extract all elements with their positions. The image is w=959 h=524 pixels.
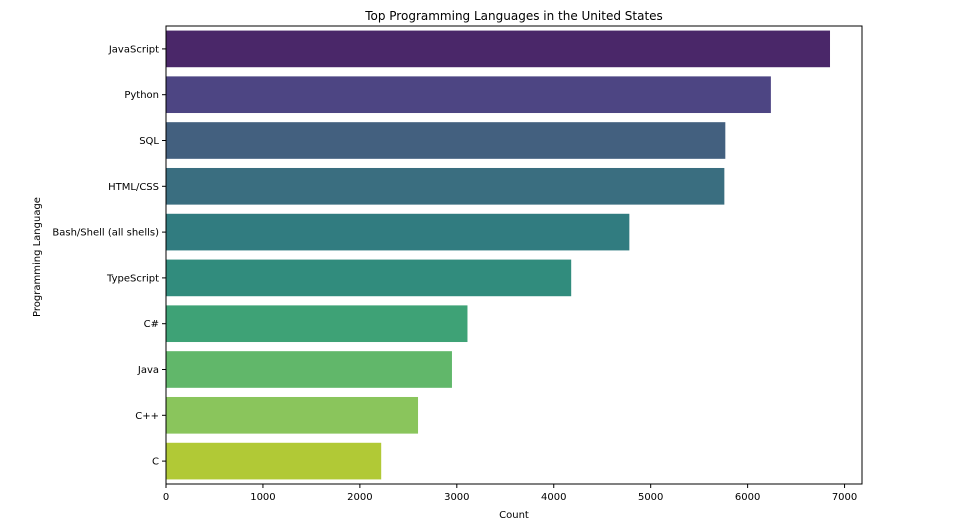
x-tick-label: 4000	[541, 492, 566, 503]
x-tick-label: 0	[163, 492, 169, 503]
plot-area: JavaScript Python SQL HTML/CSS Bash/Shell (a…	[52, 25, 863, 503]
y-tick-label: Python	[124, 90, 159, 101]
y-tick-label: Java	[137, 365, 159, 376]
y-tick-label: C#	[144, 319, 159, 330]
y-tick-label: HTML/CSS	[108, 182, 159, 193]
bar-java	[166, 351, 452, 388]
bar-c	[166, 396, 419, 434]
y-tick-label: SQL	[139, 136, 159, 147]
y-tick-label: Bash/Shell (all shells)	[52, 228, 159, 239]
y-tick-label: C++	[135, 411, 159, 422]
bar-python	[166, 76, 771, 114]
bar-javascript	[166, 30, 831, 68]
x-tick-label: 1000	[250, 492, 275, 503]
bar-sql	[166, 122, 726, 159]
y-tick-label: TypeScript	[106, 273, 159, 284]
x-tick-label: 7000	[832, 492, 857, 503]
chart-title: Top Programming Languages in the United …	[364, 9, 663, 23]
y-tick-label: JavaScript	[108, 44, 159, 55]
plot-frame	[165, 25, 863, 485]
x-tick-label: 2000	[347, 492, 372, 503]
x-tick-label: 3000	[444, 492, 469, 503]
bar-c	[166, 305, 468, 343]
x-tick-label: 6000	[735, 492, 760, 503]
bar-typescript	[166, 259, 572, 297]
x-tick-label: 5000	[638, 492, 663, 503]
bar-bash-shell-all-shells	[166, 213, 630, 251]
y-tick-label: C	[152, 457, 159, 468]
x-axis-label: Count	[499, 510, 529, 521]
y-axis-label: Programming Language	[32, 197, 43, 317]
bar-c	[166, 442, 382, 480]
bar-html-css	[166, 167, 725, 205]
